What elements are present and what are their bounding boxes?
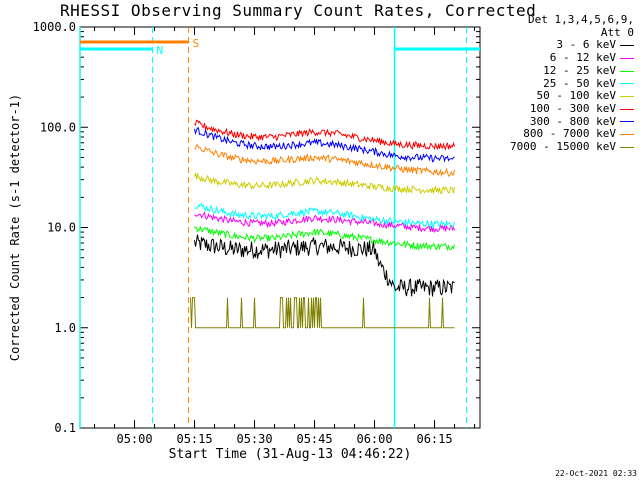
y-tick-label: 1000.0 [33, 20, 76, 34]
series-line [194, 203, 455, 230]
series-line [190, 297, 455, 329]
y-tick-label: 100.0 [40, 120, 76, 134]
legend-swatch [620, 121, 634, 123]
legend-label: 50 - 100 keV [536, 89, 616, 103]
footer-timestamp: 22-Oct-2021 02:33 [555, 469, 637, 478]
night-marker-label: N [157, 44, 164, 57]
x-tick-label: 06:00 [356, 432, 392, 446]
legend-swatch [620, 70, 634, 72]
legend-swatch [620, 45, 634, 47]
legend-label: 25 - 50 keV [543, 76, 616, 90]
legend-entry: 3 - 6 keV [486, 39, 634, 52]
legend-entry: 50 - 100 keV [486, 90, 634, 103]
legend-swatch [620, 83, 634, 85]
series-line [194, 144, 455, 178]
legend-entry: 6 - 12 keV [486, 51, 634, 65]
legend-label: 7000 - 15000 keV [510, 140, 616, 154]
x-tick-label: 05:15 [176, 432, 212, 446]
legend-entry: 25 - 50 keV [486, 76, 634, 91]
series-line [194, 119, 455, 151]
legend-label: 6 - 12 keV [549, 51, 616, 65]
legend-entry: 100 - 300 keV [486, 101, 634, 116]
x-tick-label: 05:45 [296, 432, 332, 446]
legend-entry: 7000 - 15000 keV [486, 140, 634, 154]
x-tick-label: 05:00 [116, 432, 152, 446]
legend-swatch [620, 57, 634, 59]
x-tick-label: 05:30 [236, 432, 272, 446]
series-line [194, 226, 455, 252]
chart-title: RHESSI Observing Summary Count Rates, Co… [60, 1, 537, 20]
legend-attenuator: Att 0 [600, 25, 634, 39]
legend-label: 3 - 6 keV [556, 38, 616, 52]
legend-swatch [620, 146, 634, 148]
series-line [194, 173, 455, 195]
y-tick-label: 1.0 [54, 321, 76, 335]
x-axis-label: Start Time (31-Aug-13 04:46:22) [169, 447, 412, 462]
legend-label: 12 - 25 keV [543, 63, 616, 77]
x-tick-label: 06:15 [416, 432, 452, 446]
legend-entry: 300 - 800 keV [486, 114, 634, 129]
series-line [194, 211, 455, 234]
y-axis-label: Corrected Count Rate (s-1 detector-1) [8, 94, 22, 361]
legend-entry: 800 - 7000 keV [486, 128, 634, 141]
legend-detectors: Det 1,3,4,5,6,9, [528, 13, 634, 26]
y-tick-label: 10.0 [47, 221, 76, 235]
series-line [194, 127, 455, 163]
legend-label: 100 - 300 keV [529, 101, 616, 115]
series-line [194, 234, 455, 297]
saa-marker-label: S [193, 37, 200, 50]
y-tick-label: 0.1 [54, 421, 76, 435]
legend-entry: 12 - 25 keV [486, 63, 634, 78]
legend-swatch [620, 108, 634, 110]
legend-swatch [620, 134, 634, 136]
legend-label: 300 - 800 keV [529, 114, 616, 128]
legend-swatch [620, 96, 634, 98]
legend: Det 1,3,4,5,6,9, Att 0 3 - 6 keV 6 - 12 k… [486, 13, 634, 154]
legend-label: 800 - 7000 keV [523, 127, 616, 141]
